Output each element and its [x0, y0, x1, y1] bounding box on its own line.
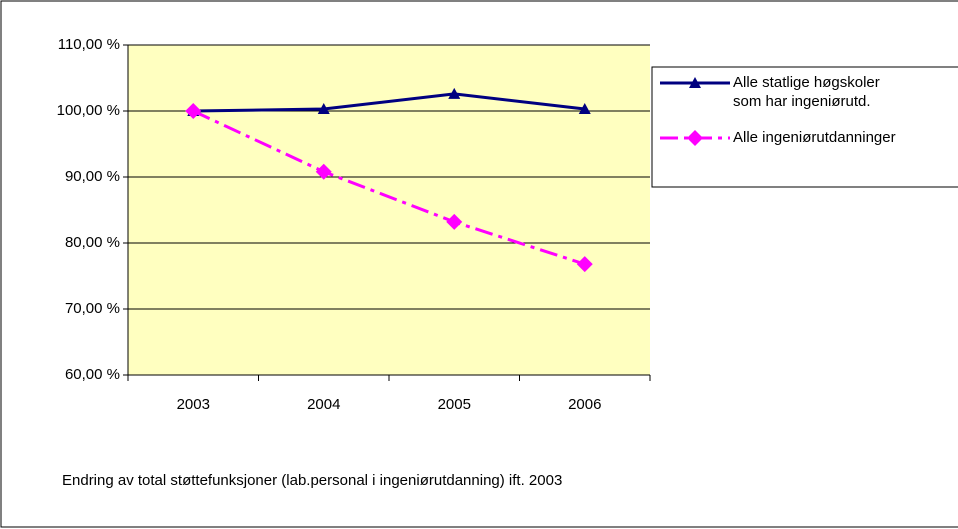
y-tick-label: 80,00 %	[65, 234, 120, 251]
y-tick-label: 100,00 %	[57, 102, 120, 119]
data-point	[448, 87, 461, 99]
y-tick-label: 60,00 %	[65, 366, 120, 383]
data-point	[446, 213, 463, 230]
plot-area	[128, 45, 650, 375]
legend-label: Alle ingeniørutdanninger	[733, 129, 896, 146]
y-tick-label: 110,00 %	[58, 36, 120, 53]
legend-label: Alle statlige høgskoler som har ingeniør…	[733, 74, 880, 110]
series-line	[192, 109, 586, 266]
data-point	[576, 256, 593, 273]
data-point	[317, 103, 330, 115]
data-point	[185, 103, 202, 119]
data-point	[315, 163, 332, 180]
x-tick-label: 2003	[177, 396, 210, 413]
caption: Endring av total støttefunksjoner (lab.p…	[62, 472, 562, 489]
y-tick-label: 90,00 %	[65, 168, 120, 185]
legend-marker	[689, 77, 701, 88]
legend-box	[651, 66, 958, 188]
x-tick-label: 2005	[438, 396, 471, 413]
y-tick-label: 70,00 %	[65, 300, 120, 317]
x-tick-label: 2004	[307, 396, 340, 413]
x-tick-label: 2006	[568, 396, 601, 413]
series-line	[193, 92, 585, 113]
data-point	[578, 103, 591, 115]
legend-marker	[687, 130, 703, 146]
